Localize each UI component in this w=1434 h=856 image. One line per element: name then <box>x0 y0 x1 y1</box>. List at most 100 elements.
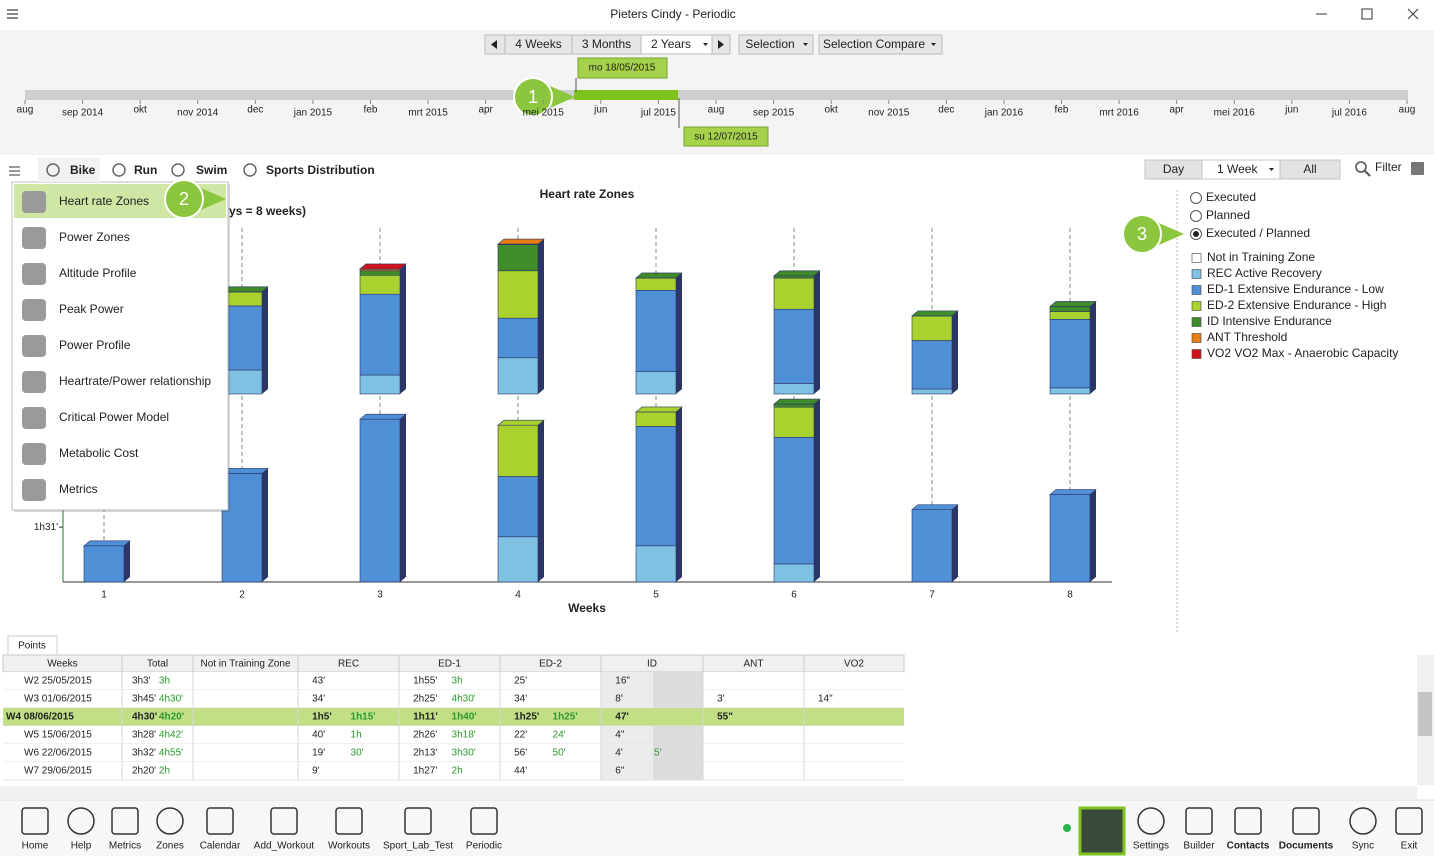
table-planned: 3h18' <box>452 730 476 741</box>
next-arrow <box>718 40 724 49</box>
table-planned: 4h30' <box>452 694 476 705</box>
sport-tab[interactable]: Swim <box>196 163 227 177</box>
radio-label[interactable]: Executed <box>1206 190 1256 204</box>
nav-icon[interactable] <box>67 807 95 835</box>
nav-icon[interactable] <box>1234 807 1262 835</box>
save-icon[interactable] <box>1411 162 1424 175</box>
table-header: REC <box>338 659 359 670</box>
radio-button[interactable] <box>1190 210 1202 222</box>
nav-icon[interactable] <box>1395 807 1423 835</box>
nav-label[interactable]: Calendar <box>200 841 241 852</box>
nav-icon[interactable] <box>470 807 498 835</box>
horizontal-scrollbar[interactable] <box>0 786 1417 800</box>
bar-segment <box>911 388 953 395</box>
bar-segment <box>83 545 125 583</box>
menu-item[interactable]: Metrics <box>59 482 98 496</box>
nav-label[interactable]: Home <box>22 841 49 852</box>
badge <box>1122 214 1162 254</box>
menu-item[interactable]: Metabolic Cost <box>59 446 139 460</box>
table-executed: 40' <box>312 730 325 741</box>
nav-icon[interactable] <box>111 807 139 835</box>
table-executed: 8' <box>615 694 623 705</box>
radio-label[interactable]: Planned <box>1206 208 1250 222</box>
bar-segment <box>773 275 815 279</box>
sport-tab[interactable]: Run <box>134 163 157 177</box>
sport-tab[interactable]: Bike <box>70 163 96 177</box>
bar-top <box>773 398 821 405</box>
nav-label[interactable]: Metrics <box>109 841 141 852</box>
bar-side <box>538 420 544 582</box>
menu-item[interactable]: Power Zones <box>59 230 130 244</box>
compare-button[interactable] <box>818 34 943 55</box>
table-executed: 56' <box>514 748 527 759</box>
badge <box>513 77 553 117</box>
filter-label[interactable]: Filter <box>1375 160 1402 174</box>
table-executed: 47' <box>615 712 629 723</box>
table-executed: 3h28' <box>132 730 156 741</box>
nav-icon[interactable] <box>206 807 234 835</box>
bar-top <box>911 310 959 317</box>
active-tab <box>38 158 100 182</box>
table-planned: 1h <box>351 730 362 741</box>
menu-item[interactable]: Critical Power Model <box>59 410 169 424</box>
menu-icon <box>22 227 46 249</box>
nav-label[interactable]: Zones <box>156 841 184 852</box>
bar-side <box>124 540 130 582</box>
nav-label[interactable]: Contacts <box>1227 841 1270 852</box>
bar-top <box>83 540 131 547</box>
nav-label[interactable]: Exit <box>1401 841 1418 852</box>
timeline-track[interactable] <box>25 90 1408 100</box>
avatar[interactable] <box>1078 806 1126 856</box>
x-tick-label: 7 <box>929 590 935 601</box>
nav-label[interactable]: Add_Workout <box>254 841 315 852</box>
menu-item[interactable]: Heart rate Zones <box>59 194 149 208</box>
nav-icon[interactable] <box>1292 807 1320 835</box>
bar-top <box>773 270 821 277</box>
menu-item[interactable]: Peak Power <box>59 302 124 316</box>
badge-number: 2 <box>179 189 189 209</box>
bar-segment <box>497 536 539 583</box>
timeline-selection[interactable] <box>574 90 678 100</box>
close-button[interactable] <box>1407 8 1419 20</box>
menu-item[interactable]: Heartrate/Power relationship <box>59 374 211 388</box>
legend-swatch <box>1191 349 1202 359</box>
menu-item[interactable]: Power Profile <box>59 338 131 352</box>
sport-tab[interactable]: Sports Distribution <box>266 163 375 177</box>
scroll-thumb[interactable] <box>1418 692 1432 736</box>
nav-label[interactable]: Sport_Lab_Test <box>383 841 453 852</box>
table-planned: 2h <box>159 766 170 777</box>
view-button[interactable] <box>1279 159 1341 180</box>
nav-icon[interactable] <box>1349 807 1377 835</box>
radio-label[interactable]: Executed / Planned <box>1206 226 1310 240</box>
nav-icon[interactable] <box>1185 807 1213 835</box>
nav-label[interactable]: Periodic <box>466 841 502 852</box>
window-title: Pieters Cindy - Periodic <box>610 7 735 21</box>
bar-side <box>400 263 406 394</box>
x-tick-label: 1 <box>101 590 107 601</box>
bar-segment <box>773 563 815 583</box>
nav-label[interactable]: Settings <box>1133 841 1169 852</box>
nav-label[interactable]: Documents <box>1279 841 1334 852</box>
menu-icon <box>22 299 46 321</box>
radio-button[interactable] <box>1190 192 1202 204</box>
nav-label[interactable]: Workouts <box>328 841 370 852</box>
nav-label[interactable]: Builder <box>1183 841 1215 852</box>
nav-icon[interactable] <box>21 807 49 835</box>
nav-icon[interactable] <box>1137 807 1165 835</box>
nav-icon[interactable] <box>404 807 432 835</box>
menu-button[interactable] <box>7 9 18 19</box>
month-label: jan 2015 <box>293 108 333 119</box>
nav-label[interactable]: Sync <box>1352 841 1374 852</box>
nav-icon[interactable] <box>335 807 363 835</box>
bar-segment <box>773 406 815 438</box>
table-planned: 30' <box>351 748 364 759</box>
selection-button[interactable] <box>738 34 814 55</box>
nav-label[interactable]: Help <box>71 841 92 852</box>
menu-item[interactable]: Altitude Profile <box>59 266 137 280</box>
maximize-button[interactable] <box>1361 8 1373 20</box>
bar-segment <box>359 274 401 295</box>
nav-icon[interactable] <box>270 807 298 835</box>
nav-icon[interactable] <box>156 807 184 835</box>
filter-icon <box>1355 161 1367 173</box>
bar-segment <box>1049 306 1091 312</box>
